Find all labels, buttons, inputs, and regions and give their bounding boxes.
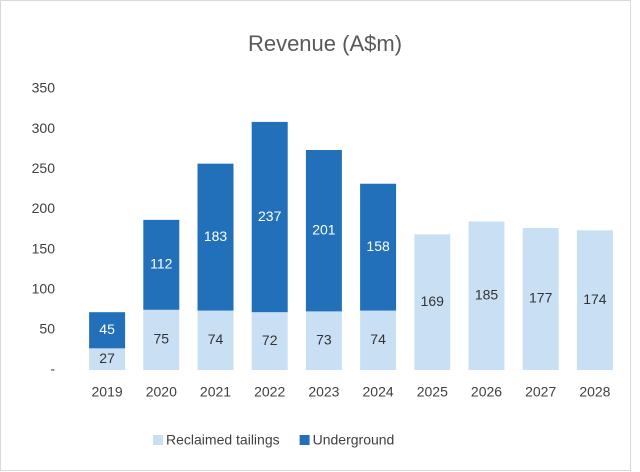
legend-label: Underground [313, 432, 395, 448]
y-tick-label: 200 [32, 200, 56, 216]
bar-segment [89, 348, 126, 370]
data-label: 158 [366, 238, 390, 254]
legend-swatch [153, 435, 163, 445]
data-label: 177 [529, 290, 553, 306]
bar-segment [251, 312, 288, 370]
y-tick-label: 150 [32, 240, 56, 256]
bar-segment [576, 230, 613, 370]
x-tick-label: 2023 [308, 384, 339, 400]
bar-segment [305, 311, 342, 370]
x-tick-label: 2022 [254, 384, 285, 400]
y-tick-label: 250 [32, 160, 56, 176]
x-tick-label: 2027 [525, 384, 556, 400]
y-tick-label: 100 [32, 280, 56, 296]
x-tick-label: 2025 [417, 384, 448, 400]
bar-segment [414, 234, 451, 370]
data-label: 45 [99, 321, 115, 337]
bar-segment [360, 183, 397, 311]
data-label: 75 [154, 331, 170, 347]
x-tick-label: 2026 [471, 384, 502, 400]
y-tick-label: 300 [32, 120, 56, 136]
data-label: 201 [312, 221, 336, 237]
legend-label: Reclaimed tailings [166, 432, 280, 448]
data-label: 74 [208, 331, 224, 347]
data-label: 27 [99, 350, 115, 366]
x-tick-label: 2021 [200, 384, 231, 400]
legend-swatch [299, 435, 310, 445]
data-label: 74 [370, 331, 386, 347]
bar-segment [522, 227, 559, 370]
bar-segment [468, 221, 505, 370]
x-tick-label: 2020 [146, 384, 177, 400]
y-tick-label: 350 [32, 80, 56, 96]
y-tick-label: 50 [39, 321, 55, 337]
data-label: 183 [204, 228, 228, 244]
chart-title: Revenue (A$m) [248, 31, 402, 56]
bar-segment [89, 312, 126, 349]
bar-segment [305, 150, 342, 312]
bar-segment [197, 163, 234, 311]
y-tick-label: - [50, 361, 55, 377]
data-label: 169 [421, 293, 445, 309]
bar-segment [143, 219, 180, 310]
data-label: 237 [258, 208, 282, 224]
data-label: 185 [475, 286, 499, 302]
bar-segment [197, 310, 234, 370]
x-tick-label: 2024 [363, 384, 394, 400]
data-label: 174 [583, 291, 607, 307]
data-label: 73 [316, 331, 332, 347]
bar-segment [360, 310, 397, 370]
bar-segment [143, 309, 180, 370]
data-label: 112 [150, 256, 173, 272]
x-tick-label: 2019 [92, 384, 123, 400]
bar-segment [251, 121, 288, 313]
x-tick-label: 2028 [579, 384, 610, 400]
data-label: 72 [262, 332, 278, 348]
